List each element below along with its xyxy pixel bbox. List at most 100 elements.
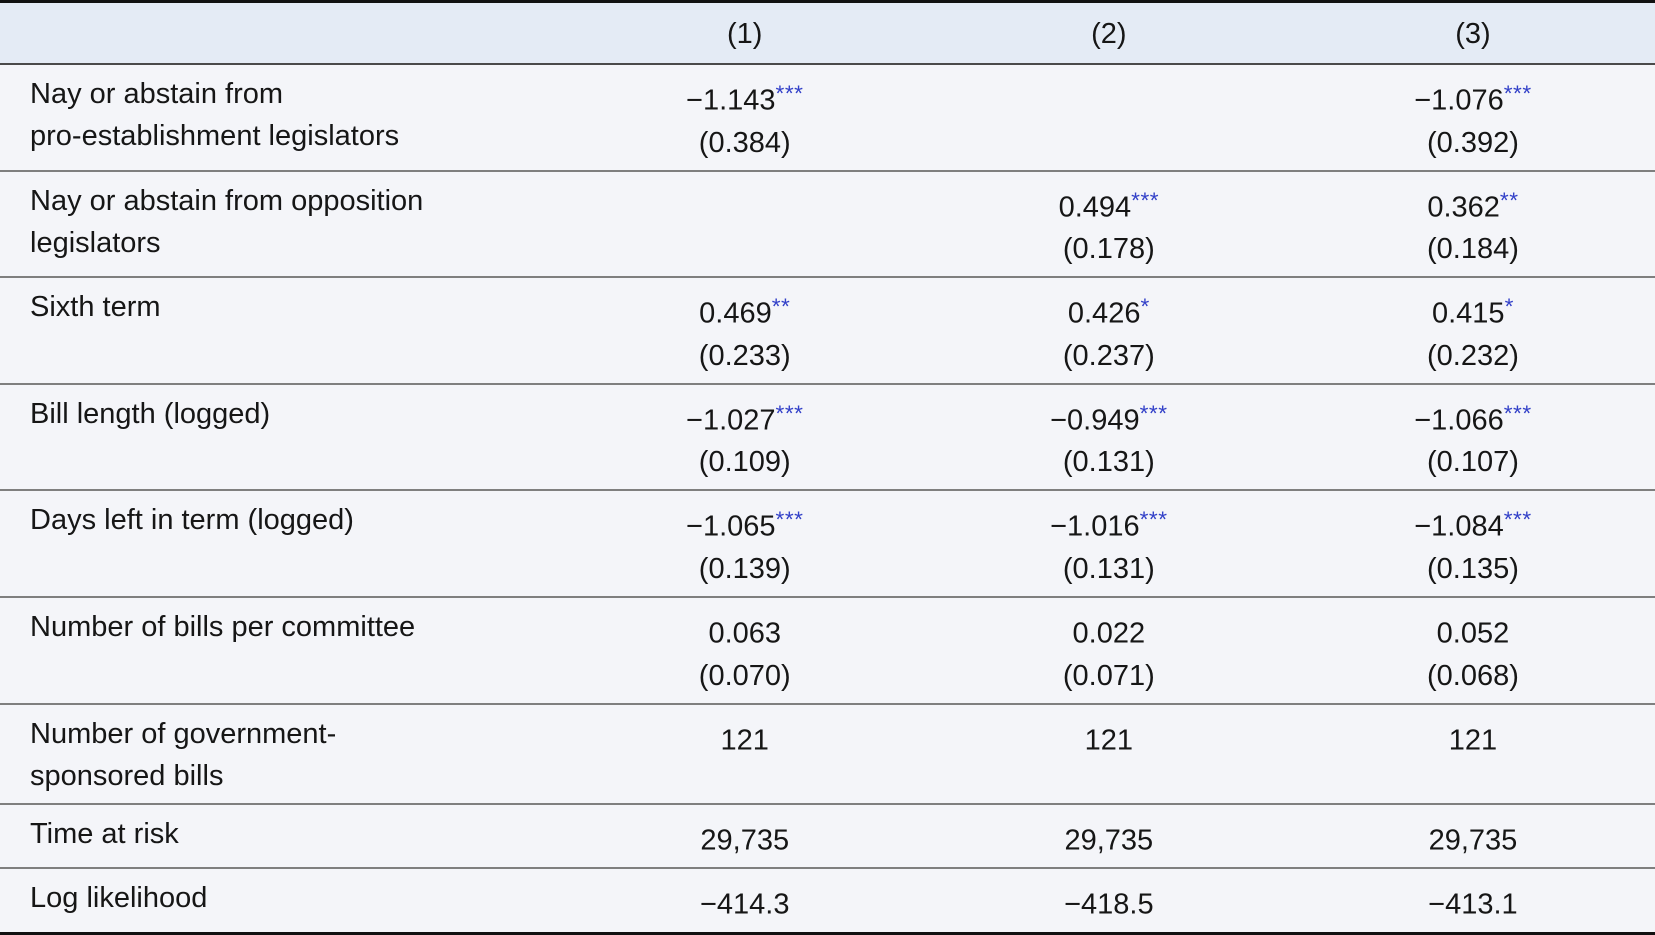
coefficient-line: −413.1: [1291, 877, 1655, 926]
coefficient-line: 0.494***: [927, 180, 1291, 229]
coefficient-line: 121: [927, 713, 1291, 762]
row-label: Bill length (logged): [30, 397, 271, 430]
standard-error: (0.178): [1062, 233, 1155, 266]
cell-model-1: −1.065*** (0.139): [563, 490, 927, 597]
coefficient-value: 0.362: [1427, 191, 1500, 224]
coefficient-value: 121: [1084, 724, 1134, 757]
cell-model-3: −1.066*** (0.107): [1291, 384, 1655, 491]
standard-error: (0.384): [698, 126, 791, 159]
coefficient-line: 29,735: [563, 813, 927, 862]
coefficient-value: −418.5: [1064, 888, 1154, 921]
column-header-model-3: (3): [1455, 18, 1491, 50]
coefficient-line: −0.949***: [927, 393, 1291, 442]
coefficient-value: 0.052: [1436, 617, 1510, 650]
cell-model-2: 0.494*** (0.178): [927, 171, 1291, 278]
coefficient-value: 0.426: [1067, 297, 1141, 330]
significance-stars: **: [1499, 187, 1519, 213]
standard-error: (0.068): [1426, 659, 1519, 692]
coefficient-value: 0.022: [1072, 617, 1146, 650]
coefficient-value: −1.066: [1414, 404, 1504, 437]
coefficient-value: −1.143: [686, 84, 776, 117]
coefficient-line: −1.143***: [563, 73, 927, 122]
significance-stars: **: [771, 294, 791, 320]
standard-error: (0.109): [698, 446, 791, 479]
cell-model-3: 0.052 (0.068): [1291, 597, 1655, 704]
coefficient-line: 0.022: [927, 606, 1291, 655]
coefficient-line: 0.426*: [927, 286, 1291, 335]
cell-model-1: 29,735: [563, 804, 927, 869]
table-row: Bill length (logged) −1.027*** (0.109) −…: [0, 383, 1655, 491]
cell-model-2: 0.426* (0.237): [927, 277, 1291, 384]
standard-error: (0.139): [698, 552, 791, 585]
cell-model-2: 29,735: [927, 804, 1291, 869]
table-row: Nay or abstain from pro-establishment le…: [0, 64, 1655, 171]
cell-model-2: 121: [927, 704, 1291, 804]
coefficient-value: 0.494: [1058, 191, 1132, 224]
cell-model-3: −413.1: [1291, 868, 1655, 933]
column-header-model-2: (2): [1091, 18, 1127, 50]
standard-error: (0.232): [1426, 339, 1519, 372]
significance-stars: ***: [775, 507, 804, 533]
table-row: Nay or abstain from opposition legislato…: [0, 170, 1655, 278]
coefficient-line: −418.5: [927, 877, 1291, 926]
coefficient-value: 121: [1448, 724, 1498, 757]
coefficient-line: 29,735: [1291, 813, 1655, 862]
cell-model-2: −418.5: [927, 868, 1291, 933]
coefficient-line: −1.084***: [1291, 499, 1655, 548]
coefficient-value: 29,735: [1064, 824, 1154, 857]
coefficient-value: 29,735: [1428, 824, 1518, 857]
significance-stars: ***: [1139, 400, 1168, 426]
coefficient-value: −1.084: [1414, 510, 1504, 543]
standard-error: (0.071): [1062, 659, 1155, 692]
significance-stars: ***: [1503, 507, 1532, 533]
coefficient-line: −1.065***: [563, 499, 927, 548]
standard-error: (0.135): [1426, 552, 1519, 585]
cell-model-1: 121: [563, 704, 927, 804]
coefficient-line: 121: [1291, 713, 1655, 762]
table-row: Number of government- sponsored bills 12…: [0, 703, 1655, 804]
significance-stars: ***: [1503, 400, 1532, 426]
coefficient-value: −1.027: [686, 404, 776, 437]
cell-model-1: 0.063 (0.070): [563, 597, 927, 704]
row-label: Nay or abstain from pro-establishment le…: [30, 78, 400, 152]
coefficient-line: −1.076***: [1291, 73, 1655, 122]
coefficient-line: 0.063: [563, 606, 927, 655]
coefficient-value: −0.949: [1050, 404, 1140, 437]
significance-stars: ***: [775, 400, 804, 426]
coefficient-line: −1.027***: [563, 393, 927, 442]
significance-stars: *: [1140, 294, 1150, 320]
significance-stars: ***: [1131, 187, 1160, 213]
table-body: Nay or abstain from pro-establishment le…: [0, 64, 1655, 933]
row-label: Days left in term (logged): [30, 504, 354, 537]
standard-error: (0.392): [1426, 126, 1519, 159]
coefficient-line: −1.016***: [927, 499, 1291, 548]
cell-model-2: −1.016*** (0.131): [927, 490, 1291, 597]
cell-model-3: 121: [1291, 704, 1655, 804]
standard-error: (0.070): [698, 659, 791, 692]
cell-model-1: 0.469** (0.233): [563, 277, 927, 384]
coefficient-value: −1.076: [1414, 84, 1504, 117]
coefficient-line: −414.3: [563, 877, 927, 926]
standard-error: (0.131): [1062, 552, 1155, 585]
row-label: Number of government- sponsored bills: [30, 717, 337, 792]
significance-stars: ***: [1503, 81, 1532, 106]
coefficient-value: 29,735: [700, 824, 790, 857]
row-label: Number of bills per committee: [30, 610, 416, 643]
coefficient-line: 0.469**: [563, 286, 927, 335]
standard-error: (0.131): [1062, 446, 1155, 479]
coefficient-value: −414.3: [699, 888, 790, 921]
standard-error: (0.107): [1426, 446, 1519, 479]
coefficient-value: 0.063: [708, 617, 782, 650]
coefficient-value: −413.1: [1428, 888, 1518, 921]
cell-model-2: 0.022 (0.071): [927, 597, 1291, 704]
row-label: Log likelihood: [30, 882, 208, 915]
coefficient-line: 0.362**: [1291, 180, 1655, 229]
coefficient-line: −1.066***: [1291, 393, 1655, 442]
cell-model-3: 0.362** (0.184): [1291, 171, 1655, 278]
cell-model-1: −1.143*** (0.384): [563, 64, 927, 171]
coefficient-value: 121: [720, 724, 769, 757]
table-row: Days left in term (logged) −1.065*** (0.…: [0, 490, 1655, 597]
coefficient-value: 0.469: [699, 297, 772, 330]
header-row: (1) (2) (3): [0, 1, 1655, 64]
cell-model-2: [927, 64, 1291, 171]
